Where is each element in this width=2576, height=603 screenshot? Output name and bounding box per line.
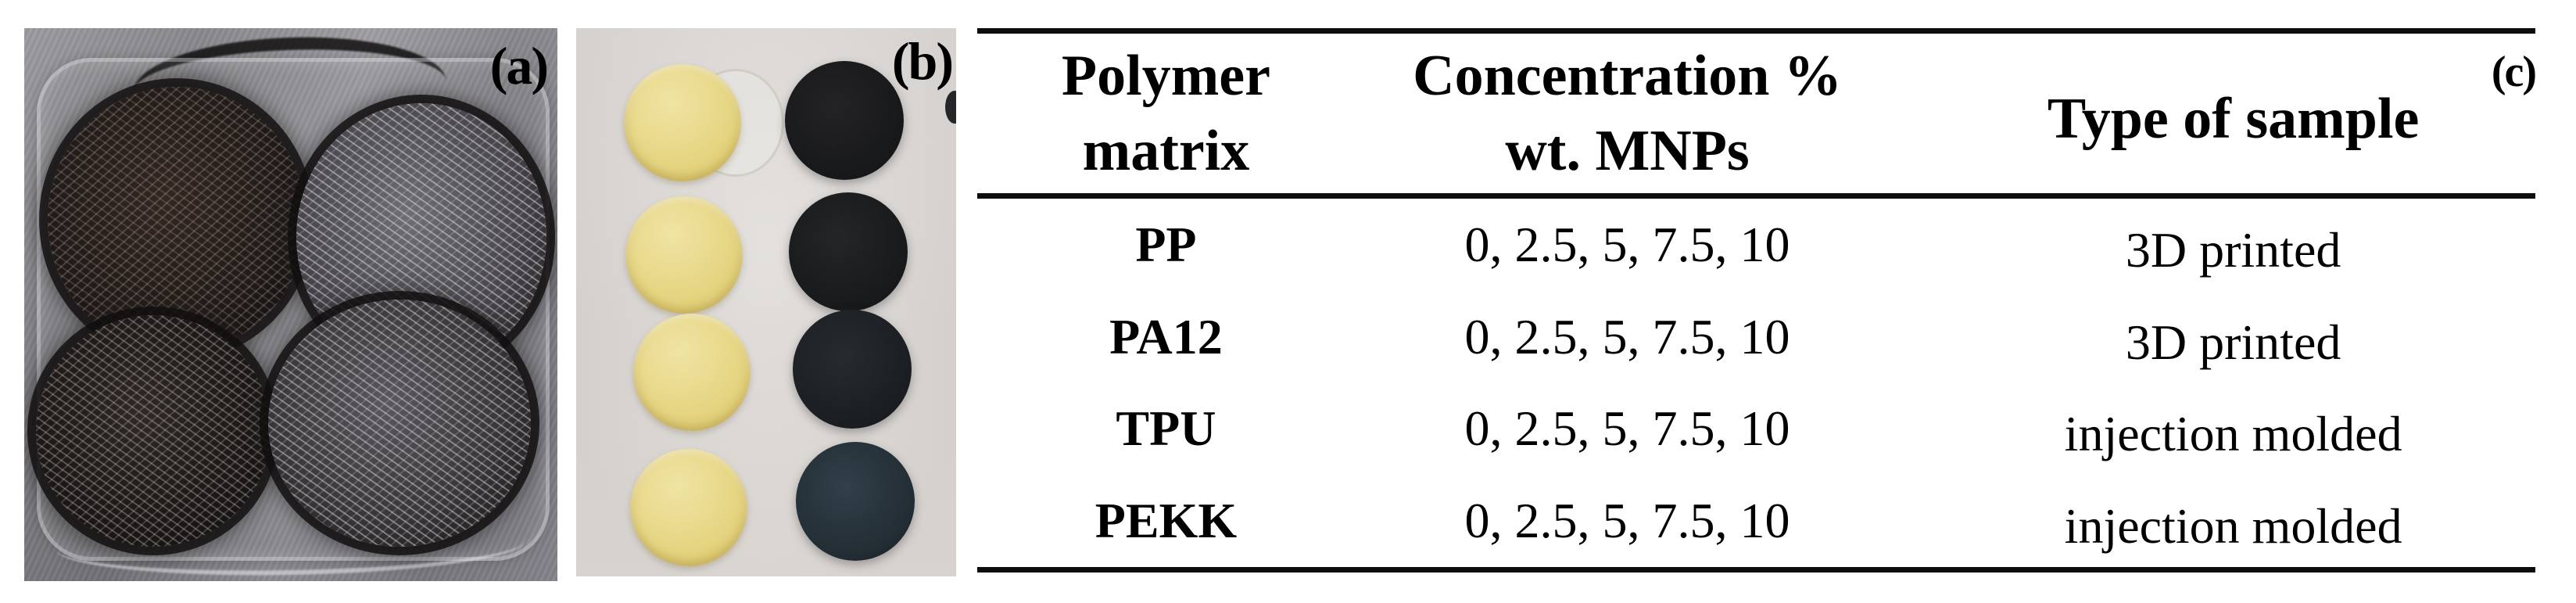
cell-concentration: 0, 2.5, 5, 7.5, 10: [1464, 493, 1790, 549]
cropped-disk-sliver: [945, 91, 956, 124]
header-concentration-line1: Concentration %: [1413, 44, 1842, 108]
cell-concentration: 0, 2.5, 5, 7.5, 10: [1464, 308, 1790, 364]
tray-groove-outline: [37, 58, 550, 561]
mnp-disk-row4: [796, 442, 915, 561]
cell-sample-type: 3D printed: [2125, 221, 2341, 278]
panel-label-c: (c): [2491, 48, 2537, 96]
table-top-rule: [977, 28, 2535, 34]
panel-label-b: (b): [891, 31, 954, 91]
header-type-of-sample: Type of sample: [2047, 87, 2420, 151]
table-bottom-rule: [977, 567, 2535, 572]
header-concentration-line2: wt. MNPs: [1505, 119, 1750, 183]
mnp-disk-row3: [793, 310, 912, 429]
table-header-row: Polymer matrix Concentration % wt. MNPs …: [977, 34, 2535, 193]
header-concentration: Concentration % wt. MNPs: [1355, 38, 1884, 188]
cell-concentration: 0, 2.5, 5, 7.5, 10: [1464, 400, 1790, 457]
table-header-rule: [977, 193, 2535, 199]
samples-table: (c) Polymer matrix Concentration % wt. M…: [977, 28, 2537, 572]
neat-disk-row1: [624, 64, 741, 181]
panel-label-a: (a): [489, 36, 549, 95]
cell-polymer: PEKK: [1095, 493, 1238, 549]
cell-polymer: PP: [1135, 216, 1197, 272]
cell-sample-type: 3D printed: [2125, 314, 2341, 370]
cell-polymer: TPU: [1116, 400, 1216, 457]
table-body: PP 0, 2.5, 5, 7.5, 10 3D printed PA12 0,…: [977, 199, 2535, 567]
table-row: PA12 0, 2.5, 5, 7.5, 10 3D printed: [977, 291, 2535, 383]
header-polymer-line1: Polymer: [1061, 44, 1270, 108]
table-row: TPU 0, 2.5, 5, 7.5, 10 injection molded: [977, 383, 2535, 476]
printed-disk-bottom-right: [268, 300, 531, 547]
neat-disk-row4: [630, 449, 747, 566]
header-polymer-line2: matrix: [1082, 119, 1250, 183]
cell-sample-type: injection molded: [2064, 406, 2402, 462]
cell-sample-type: injection molded: [2064, 498, 2402, 555]
photo-3d-printed-samples: [24, 28, 557, 581]
cell-polymer: PA12: [1109, 308, 1223, 364]
mnp-disk-row2: [789, 192, 908, 311]
table-row: PEKK 0, 2.5, 5, 7.5, 10 injection molded: [977, 475, 2535, 567]
table-row: PP 0, 2.5, 5, 7.5, 10 3D printed: [977, 199, 2535, 291]
neat-disk-row3: [633, 314, 751, 431]
neat-disk-row2: [625, 196, 743, 314]
printed-disk-bottom-left: [36, 315, 270, 547]
mnp-disk-row1: [785, 61, 904, 180]
photo-molded-samples: [576, 28, 956, 576]
header-polymer-matrix: Polymer matrix: [977, 38, 1355, 188]
cell-concentration: 0, 2.5, 5, 7.5, 10: [1464, 216, 1790, 272]
printed-disk-top-left: [48, 87, 306, 353]
